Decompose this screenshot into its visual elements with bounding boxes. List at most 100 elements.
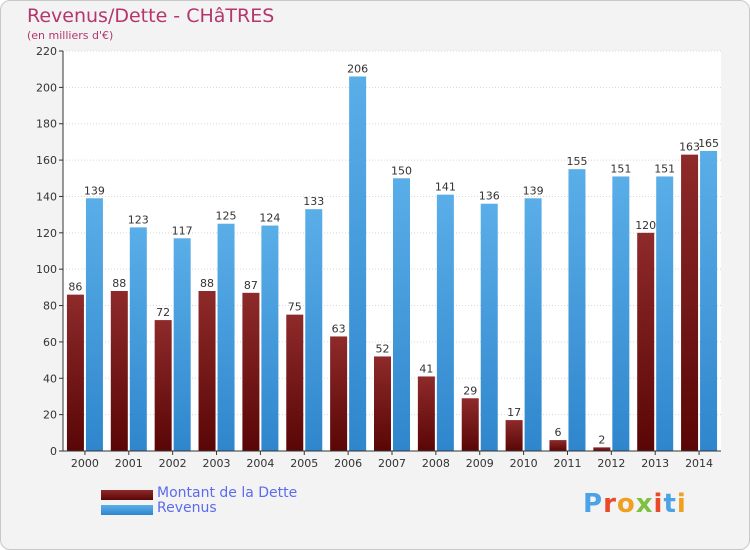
y-tick-label: 120 xyxy=(36,227,57,240)
bar-debt xyxy=(330,336,348,451)
data-label-debt: 88 xyxy=(112,277,126,290)
x-tick-label: 2014 xyxy=(685,457,713,470)
bar-debt xyxy=(286,314,304,451)
bar-revenus xyxy=(612,176,630,452)
data-label-revenus: 123 xyxy=(128,213,149,226)
bar-debt xyxy=(242,292,260,451)
data-label-revenus: 136 xyxy=(479,190,500,203)
proxiti-logo: Proxiti xyxy=(583,489,687,519)
y-tick-label: 220 xyxy=(36,45,57,58)
data-label-revenus: 141 xyxy=(435,181,456,194)
data-label-revenus: 151 xyxy=(610,162,631,175)
data-label-debt: 86 xyxy=(68,281,82,294)
bar-debt xyxy=(593,447,611,451)
bar-revenus xyxy=(524,198,542,451)
y-tick-label: 60 xyxy=(43,336,57,349)
data-label-debt: 41 xyxy=(419,362,433,375)
bar-debt xyxy=(549,440,567,451)
y-tick-label: 20 xyxy=(43,409,57,422)
logo-letter: o xyxy=(616,489,636,519)
grid-lines xyxy=(63,50,721,452)
bar-debt xyxy=(154,320,172,451)
x-tick-label: 2000 xyxy=(71,457,99,470)
x-tick-label: 2008 xyxy=(422,457,450,470)
data-label-debt: 163 xyxy=(679,141,700,154)
data-label-revenus: 139 xyxy=(523,184,544,197)
data-label-revenus: 133 xyxy=(303,195,324,208)
y-tick-label: 40 xyxy=(43,372,57,385)
data-label-revenus: 155 xyxy=(566,155,587,168)
logo-letter: i xyxy=(676,489,687,519)
data-label-debt: 72 xyxy=(156,306,170,319)
data-label-debt: 2 xyxy=(598,433,605,446)
x-tick-label: 2007 xyxy=(378,457,406,470)
logo-letter: i xyxy=(653,489,664,519)
bar-revenus xyxy=(261,225,279,451)
chart-title: Revenus/Dette - CHâTRES xyxy=(27,5,275,27)
plot-area xyxy=(63,51,721,451)
y-tick-label: 200 xyxy=(36,81,57,94)
x-tick-label: 2012 xyxy=(597,457,625,470)
x-tick-label: 2003 xyxy=(203,457,231,470)
x-tick-label: 2002 xyxy=(159,457,187,470)
data-label-revenus: 117 xyxy=(172,224,193,237)
logo-letter: t xyxy=(663,489,677,519)
y-tick-label: 0 xyxy=(50,445,57,458)
legend-swatch-debt xyxy=(101,490,153,500)
y-tick-label: 140 xyxy=(36,190,57,203)
data-label-debt: 87 xyxy=(244,279,258,292)
legend-label-revenus: Revenus xyxy=(157,500,217,516)
bar-revenus xyxy=(393,178,410,452)
bar-debt xyxy=(417,376,435,451)
x-tick-label: 2011 xyxy=(553,457,581,470)
data-label-debt: 52 xyxy=(376,342,390,355)
y-tick-label: 80 xyxy=(43,300,57,313)
data-label-debt: 6 xyxy=(554,426,561,439)
bar-revenus xyxy=(700,151,718,451)
y-tick-label: 160 xyxy=(36,154,57,167)
x-tick-label: 2010 xyxy=(510,457,538,470)
bar-debt xyxy=(110,291,128,451)
bars xyxy=(66,76,718,452)
bar-revenus xyxy=(568,169,586,451)
bar-revenus xyxy=(173,238,191,451)
legend-swatch-revenus xyxy=(101,505,153,515)
legend-label-debt: Montant de la Dette xyxy=(157,485,298,501)
data-label-debt: 17 xyxy=(507,406,521,419)
logo-letter: r xyxy=(603,489,617,519)
data-label-debt: 120 xyxy=(635,219,656,232)
bar-debt xyxy=(66,294,84,451)
chart-subtitle: (en milliers d'€) xyxy=(27,29,114,42)
x-tick-label: 2006 xyxy=(334,457,362,470)
bar-debt xyxy=(374,356,391,451)
x-tick-label: 2005 xyxy=(290,457,318,470)
bar-revenus xyxy=(85,198,103,451)
data-label-revenus: 125 xyxy=(216,210,237,223)
y-tick-label: 100 xyxy=(36,263,57,276)
y-tick-label: 180 xyxy=(36,118,57,131)
data-label-revenus: 139 xyxy=(84,184,105,197)
data-label-revenus: 150 xyxy=(391,164,412,177)
data-label-revenus: 151 xyxy=(654,162,675,175)
bar-debt xyxy=(505,420,523,451)
data-label-revenus: 124 xyxy=(259,212,280,225)
logo-letter: P xyxy=(583,489,604,519)
data-label-debt: 63 xyxy=(332,322,346,335)
data-label-debt: 29 xyxy=(463,384,477,397)
axes: 0 20 40 60 80 100 120 140 160 180 200 220 2000 2001 20… xyxy=(36,45,721,470)
data-label-revenus: 206 xyxy=(347,62,368,75)
data-label-revenus: 165 xyxy=(698,137,719,150)
data-label-debt: 75 xyxy=(288,301,302,314)
bar-debt xyxy=(461,398,479,451)
x-tick-label: 2013 xyxy=(641,457,669,470)
bar-revenus xyxy=(305,209,323,451)
bar-debt xyxy=(637,232,655,451)
bar-revenus xyxy=(436,194,454,452)
data-label-debt: 88 xyxy=(200,277,214,290)
x-tick-label: 2004 xyxy=(246,457,274,470)
x-tick-label: 2009 xyxy=(466,457,494,470)
bar-debt xyxy=(198,291,216,451)
data-labels: 86 139 88 123 72 117 88 125 87 124 75 133 63 206 52 150… xyxy=(68,62,719,446)
bar-revenus xyxy=(129,227,147,451)
